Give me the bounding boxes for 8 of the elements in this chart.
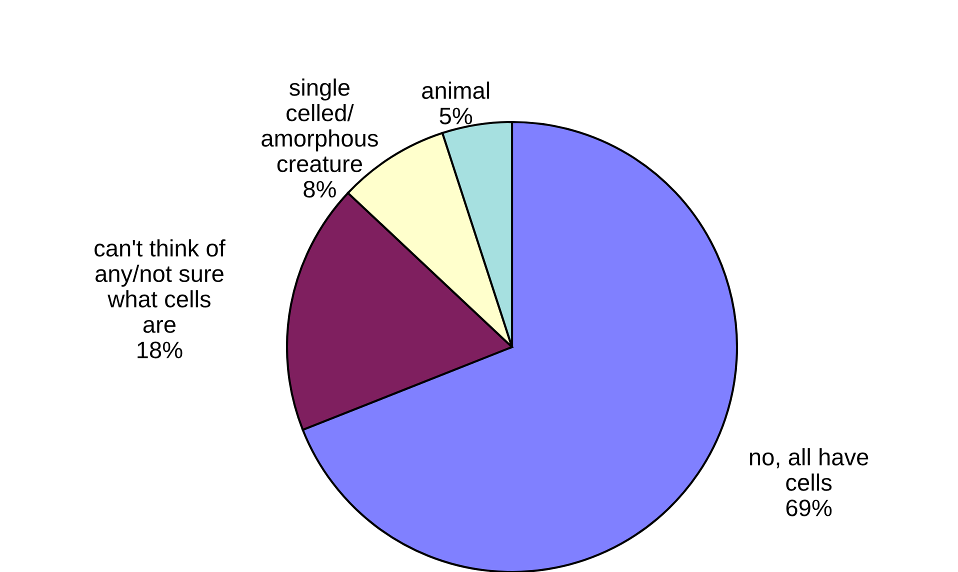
slice-label: no, all have cells <box>750 448 868 491</box>
data-label: 5% <box>440 108 472 124</box>
data-label: 69% <box>786 500 832 516</box>
data-label: 18% <box>138 342 182 358</box>
slice-label: animal <box>422 82 490 99</box>
slice-label: single celled/ amorphous creature <box>262 78 378 172</box>
data-label: 8% <box>304 180 336 198</box>
slice-label: can't think of any/not sure what cells are <box>94 239 226 333</box>
